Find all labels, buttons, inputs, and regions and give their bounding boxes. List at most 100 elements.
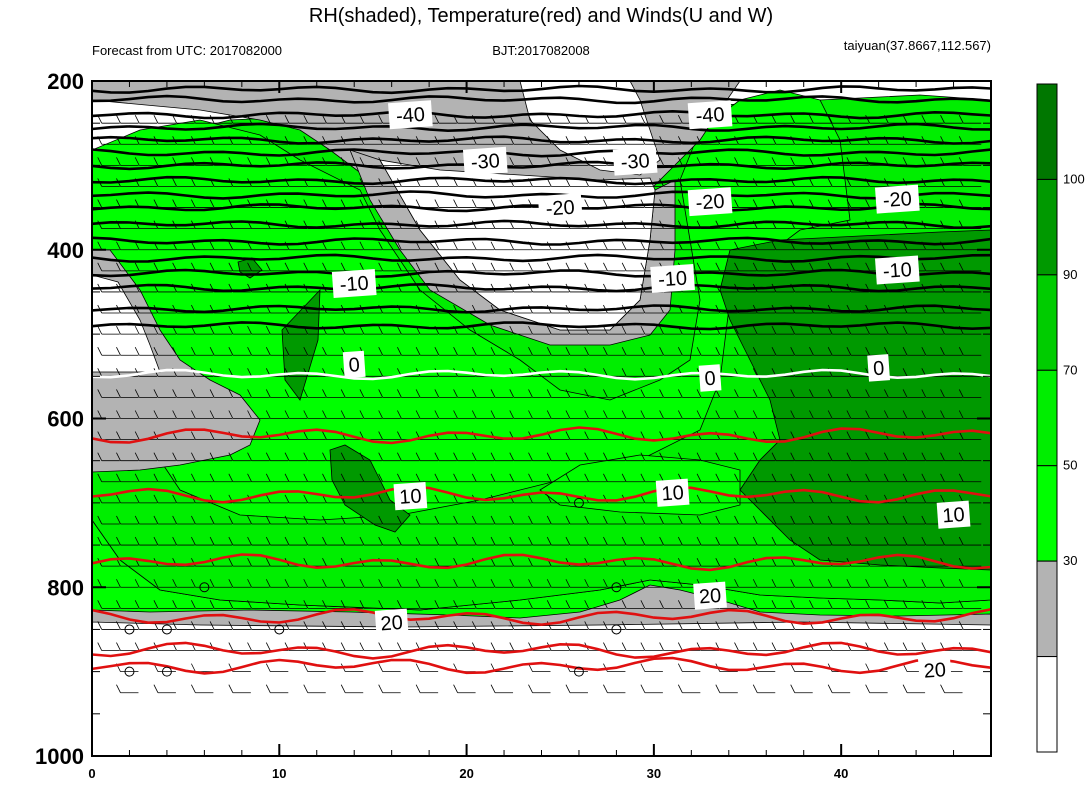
wind-barb-flag [265, 115, 271, 124]
wind-barb-flag [734, 452, 739, 461]
wind-barb-flag [603, 621, 608, 630]
wind-barb-flag [453, 178, 458, 187]
wind-barb-flag [134, 431, 140, 440]
wind-barb-flag [921, 325, 927, 335]
wind-barb-flag [809, 579, 814, 588]
wind-barb-flag [865, 241, 870, 250]
wind-barb-flag [865, 136, 870, 145]
wind-barb-flag [359, 579, 365, 588]
wind-barb-flag [191, 536, 196, 546]
isotherm-black [92, 160, 991, 171]
wind-barb-flag [209, 325, 215, 335]
wind-barb-flag [883, 241, 889, 250]
wind-barb-flag [134, 473, 140, 482]
plot-area [92, 81, 991, 756]
wind-barb-flag [134, 115, 140, 124]
wind-barb-flag [434, 600, 440, 609]
wind-barb-flag [340, 579, 346, 588]
wind-barb-flag [883, 557, 889, 567]
wind-barb-flag [696, 473, 702, 482]
wind-barb-flag [340, 642, 346, 651]
wind-barb-flag [565, 621, 571, 630]
wind-barb-flag [303, 579, 309, 588]
wind-barb-flag [340, 389, 346, 398]
contour-label-box [687, 100, 733, 130]
wind-barb-flag [228, 557, 234, 567]
wind-barb-flag [640, 663, 646, 672]
wind-barb-flag [378, 410, 384, 419]
wind-barb-flag [397, 579, 402, 588]
wind-barb-flag [116, 157, 121, 166]
calm-marker [199, 582, 210, 593]
wind-barb-flag [621, 579, 627, 588]
wind-barb-flag [322, 579, 327, 588]
wind-barb-flag [603, 241, 608, 250]
wind-barb-flag [378, 325, 384, 335]
wind-barb-flag [584, 262, 590, 272]
contour-label: 0 [867, 354, 891, 382]
wind-barb-flag [809, 199, 814, 208]
wind-barb-flag [809, 600, 814, 609]
wind-barb-flag [97, 368, 103, 377]
wind-barb-flag [116, 389, 121, 398]
wind-barb-flag [284, 579, 290, 588]
subtitle-station: taiyuan(37.8667,112.567) [844, 38, 991, 53]
wind-barb-flag [865, 199, 870, 208]
colorbar-swatch [1036, 369, 1058, 467]
wind-barb-flag [921, 600, 927, 609]
wind-barb-flag [191, 241, 196, 250]
wind-barb-flag [265, 684, 271, 693]
contour-label-text: 20 [380, 612, 404, 635]
wind-barb-flag [921, 494, 927, 504]
contour-label-box [612, 146, 658, 176]
wind-barb-flag [752, 410, 758, 419]
wind-barb-flag [172, 600, 178, 609]
wind-barb-flag [921, 642, 927, 651]
wind-barb-flag [471, 325, 477, 335]
wind-barb-flag [790, 473, 796, 482]
wind-barb-flag [415, 199, 421, 208]
calm-marker [611, 624, 622, 635]
wind-barb-flag [696, 347, 702, 356]
wind-barb-flag [97, 199, 103, 208]
wind-barb-flag [322, 199, 327, 208]
isotherm-red [92, 485, 991, 504]
wind-barb-flag [790, 347, 796, 356]
rh-region-dark-green-b [329, 444, 411, 533]
wind-barb-flag [621, 515, 627, 525]
wind-barb-flag [902, 410, 908, 419]
wind-barb-flag [528, 557, 533, 567]
contour-label-text: -10 [339, 273, 369, 297]
wind-barb-flag [397, 431, 402, 440]
contour-label: -10 [874, 255, 920, 285]
wind-barb-flag [97, 579, 103, 588]
wind-barb-flag [771, 621, 777, 630]
contour-label-box [655, 478, 690, 507]
wind-barb-flag [546, 579, 552, 588]
wind-barb-flag [509, 262, 515, 272]
wind-barb-flag [565, 452, 571, 461]
wind-barb-flag [958, 410, 964, 419]
wind-barb-flag [509, 557, 515, 567]
contour-label-text: -10 [657, 267, 687, 291]
wind-barb-flag [172, 515, 178, 525]
wind-barb-flag [453, 347, 458, 356]
wind-barb-flag [134, 494, 140, 504]
wind-barb-flag [715, 347, 721, 356]
wind-barb-flag [734, 473, 739, 482]
wind-barb-flag [902, 642, 908, 651]
wind-barb-flag [453, 473, 458, 482]
wind-barb-flag [940, 262, 945, 272]
wind-barb-flag [153, 115, 159, 124]
wind-barb-flag [640, 389, 646, 398]
wind-barb-flag [677, 452, 683, 461]
wind-barb-flag [471, 536, 477, 546]
wind-barb-flag [846, 536, 852, 546]
contour-label-box [693, 581, 727, 610]
wind-barb-flag [902, 536, 908, 546]
wind-barb-flag [883, 621, 889, 630]
wind-barb-flag [116, 473, 121, 482]
wind-barb-flag [677, 663, 683, 672]
wind-barb-flag [865, 515, 870, 525]
wind-barb-flag [116, 241, 121, 250]
